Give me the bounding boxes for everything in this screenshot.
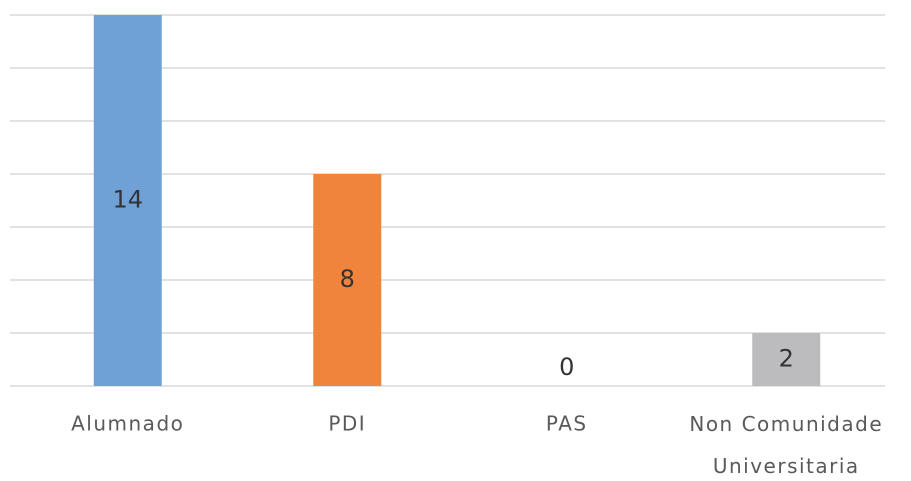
data-label: 8	[340, 265, 355, 293]
x-tick-label: Non Comunidade Universitaria	[689, 412, 883, 478]
data-label: 14	[112, 186, 143, 214]
x-tick-label: PAS	[546, 412, 588, 436]
data-label: 0	[559, 353, 574, 381]
x-tick-label: Alumnado	[71, 412, 184, 436]
data-label: 2	[779, 345, 794, 373]
bar	[752, 333, 821, 386]
bar	[313, 174, 382, 386]
bar	[93, 15, 162, 386]
x-tick-label: PDI	[328, 412, 366, 436]
